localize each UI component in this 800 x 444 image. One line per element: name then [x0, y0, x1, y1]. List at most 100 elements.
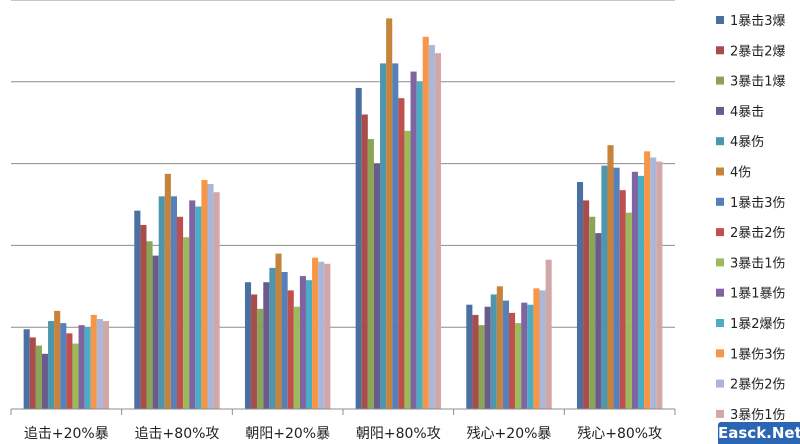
x-tick-label: 追击+80%攻	[135, 426, 220, 442]
bar	[293, 306, 300, 409]
bar	[318, 261, 325, 409]
legend-swatch	[716, 167, 724, 176]
bar	[170, 196, 177, 409]
legend-swatch	[716, 409, 724, 418]
bar	[177, 216, 184, 409]
legend-label: 4暴伤	[730, 135, 764, 150]
bar	[533, 288, 540, 409]
bar	[96, 319, 103, 409]
bar	[613, 167, 620, 409]
bar	[189, 200, 196, 409]
bar	[434, 53, 442, 410]
legend-swatch	[716, 137, 724, 146]
bar	[207, 184, 214, 409]
legend-label: 1暴2爆伤	[730, 317, 786, 332]
bar	[60, 323, 67, 409]
bar	[428, 44, 435, 410]
legend-label: 3暴伤1伤	[730, 408, 786, 423]
bar	[72, 343, 79, 409]
bar	[380, 63, 387, 410]
bar	[195, 206, 202, 409]
bar	[183, 237, 190, 409]
legend-swatch	[716, 46, 724, 55]
bar	[134, 210, 141, 409]
legend-label: 2暴伤2伤	[730, 378, 786, 393]
bar	[355, 87, 362, 409]
bar	[619, 190, 626, 409]
bar	[404, 130, 411, 409]
bar	[637, 175, 645, 409]
bars	[23, 18, 663, 410]
legend-swatch	[716, 258, 724, 267]
bar	[41, 353, 49, 409]
bar	[29, 337, 36, 409]
bar	[35, 345, 42, 409]
legend-label: 1暴伤3伤	[730, 347, 786, 362]
bar	[656, 161, 663, 409]
bar	[287, 290, 294, 409]
bar	[84, 327, 91, 409]
bar	[281, 271, 288, 409]
bar	[312, 257, 319, 409]
bar	[78, 325, 85, 409]
legend-label: 3暴击1伤	[730, 256, 786, 271]
legend-label: 1暴1暴伤	[730, 287, 786, 302]
bar	[515, 323, 522, 409]
legend-label: 1暴击3伤	[730, 196, 786, 211]
legend-swatch	[716, 228, 724, 237]
bar	[257, 308, 264, 409]
legend-label: 4暴击	[730, 105, 764, 120]
x-tick-label: 朝阳+80%攻	[356, 426, 441, 442]
x-tick-label: 残心+20%暴	[467, 426, 552, 442]
bar	[583, 200, 590, 409]
bar	[466, 304, 473, 409]
bar	[589, 216, 596, 409]
legend-swatch	[716, 288, 724, 297]
bar	[66, 333, 73, 409]
x-tick-label: 残心+80%攻	[577, 426, 662, 442]
bar	[472, 314, 479, 409]
x-axis: 追击+20%暴 追击+80%攻 朝阳+20%暴 朝阳+80%攻 残心+20%暴 残心+80…	[10, 408, 676, 442]
bar	[158, 196, 165, 409]
legend-swatch	[716, 197, 724, 206]
bar	[484, 306, 491, 409]
legend-label: 2暴击2伤	[730, 226, 786, 241]
bar	[361, 114, 368, 410]
bar	[275, 253, 282, 409]
legend-swatch	[716, 349, 724, 358]
legend-swatch	[716, 16, 724, 24]
bar	[213, 192, 220, 409]
legend-label: 1暴击3爆	[730, 14, 786, 29]
legend-label: 4伤	[730, 166, 751, 181]
bar	[392, 63, 399, 410]
bar	[527, 304, 534, 409]
bar	[90, 314, 97, 409]
bar	[595, 233, 602, 409]
bar	[539, 290, 546, 409]
bar	[478, 325, 485, 409]
bar	[631, 171, 638, 409]
bar	[398, 98, 405, 409]
bar	[54, 310, 61, 409]
bar	[509, 312, 516, 409]
bar	[607, 145, 614, 409]
bar	[496, 286, 503, 409]
bar	[23, 329, 30, 409]
bar	[502, 300, 509, 409]
bar	[490, 294, 497, 409]
bar	[625, 212, 632, 409]
bar	[386, 18, 393, 410]
bar	[140, 224, 147, 409]
bar	[146, 241, 153, 409]
x-tick-label: 朝阳+20%暴	[245, 426, 330, 442]
legend-swatch	[716, 106, 724, 115]
bar	[410, 71, 417, 409]
bar	[152, 255, 159, 409]
bar	[545, 259, 552, 409]
legend: 1暴击3爆 2暴击2爆 3暴击1爆 4暴击 4暴伤 4伤 1暴击3伤 2暴击2伤 3暴击1伤 1暴…	[716, 14, 786, 423]
bar	[367, 139, 374, 409]
bar	[601, 165, 608, 409]
bar	[269, 267, 276, 409]
bar	[305, 280, 313, 409]
